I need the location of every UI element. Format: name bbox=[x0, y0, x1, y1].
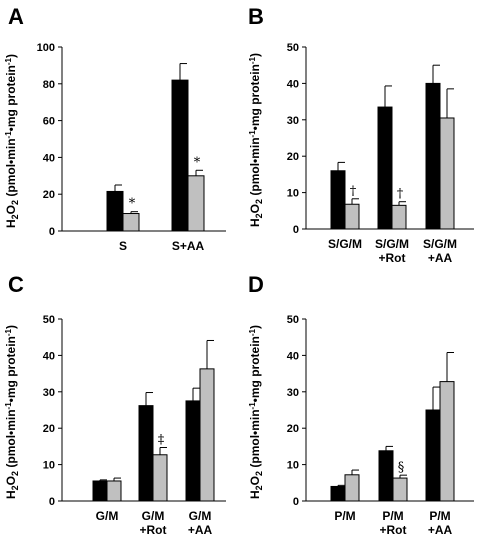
y-tick-label: 50 bbox=[43, 314, 55, 326]
y-axis-label: H2O2 (pmol•min-1•mg protein-1) bbox=[248, 53, 264, 227]
x-category-label: S/G/M bbox=[375, 237, 409, 251]
x-category-label: G/M bbox=[96, 509, 119, 523]
bar-d-cat0-series1 bbox=[344, 474, 360, 502]
y-tick-label: 10 bbox=[287, 188, 299, 200]
bar-a-cat1-series0 bbox=[171, 79, 189, 232]
panel-letter: B bbox=[248, 4, 264, 29]
x-category-label: G/M bbox=[189, 509, 212, 523]
y-tick-label: 30 bbox=[287, 387, 299, 399]
y-tick-label: 20 bbox=[43, 423, 55, 435]
y-tick-label: 50 bbox=[287, 42, 299, 54]
x-category-label: +Rot bbox=[140, 523, 167, 536]
x-category-label: G/M bbox=[142, 509, 165, 523]
x-category-label: +Rot bbox=[379, 251, 406, 265]
panel-c: C 0 10 20 30 40 50 H2O2 (pmol•min-1•mg protein-… bbox=[4, 272, 226, 536]
x-category-label: +Rot bbox=[380, 523, 407, 536]
bar-b-cat1-series1 bbox=[391, 204, 407, 230]
x-category-label: S/G/M bbox=[328, 237, 362, 251]
significance-marker: * bbox=[194, 155, 201, 170]
significance-marker: † bbox=[397, 187, 404, 202]
significance-marker: § bbox=[398, 460, 405, 475]
bar-c-cat1-series0 bbox=[138, 405, 154, 502]
y-tick-label: 0 bbox=[293, 224, 299, 236]
bar-b-cat2-series1 bbox=[439, 117, 455, 230]
y-tick-label: 100 bbox=[37, 42, 55, 54]
y-tick-label: 10 bbox=[43, 460, 55, 472]
x-category-label: P/M bbox=[334, 509, 355, 523]
y-tick-label: 40 bbox=[287, 350, 299, 362]
x-category-label: +AA bbox=[428, 251, 453, 265]
significance-marker: † bbox=[350, 184, 357, 199]
bar-c-cat2-series0 bbox=[185, 400, 201, 502]
panel-letter: C bbox=[8, 272, 24, 297]
y-tick-label: 20 bbox=[287, 151, 299, 163]
x-category-label: S bbox=[119, 239, 127, 253]
x-category-label: +AA bbox=[188, 523, 213, 536]
x-category-label: P/M bbox=[382, 509, 403, 523]
x-category-label: S/G/M bbox=[423, 237, 457, 251]
y-tick-label: 40 bbox=[287, 78, 299, 90]
bar-c-cat0-series0 bbox=[92, 480, 108, 502]
y-tick-label: 10 bbox=[287, 460, 299, 472]
bar-a-cat1-series1 bbox=[187, 175, 205, 232]
panel-d: D 0 10 20 30 40 50 H2O2 (pmol•min-1•mg protein-… bbox=[248, 272, 474, 536]
bar-c-cat2-series1 bbox=[199, 368, 215, 502]
x-category-label: +AA bbox=[428, 523, 453, 536]
y-tick-label: 30 bbox=[43, 387, 55, 399]
panel-b: B 0 10 20 30 40 50 H2O2 (pmol•min-1•mg protein-… bbox=[248, 4, 474, 265]
y-axis-label: H2O2 (pmol•min-1•mg protein-1) bbox=[4, 54, 20, 228]
bar-a-cat0-series0 bbox=[106, 190, 124, 232]
y-axis-label: H2O2 (pmol•min-1•mg protein-1) bbox=[248, 325, 264, 499]
bar-d-cat1-series1 bbox=[392, 477, 408, 502]
y-tick-label: 40 bbox=[43, 350, 55, 362]
x-category-label: S+AA bbox=[172, 239, 205, 253]
panel-a: A 0 20 40 60 80 100 H2O2 (pmol•min-1•mg protein… bbox=[4, 4, 226, 253]
bar-b-cat0-series1 bbox=[344, 203, 360, 230]
significance-marker: ‡ bbox=[158, 432, 165, 447]
panel-letter: D bbox=[248, 272, 264, 297]
y-tick-label: 0 bbox=[49, 226, 55, 238]
bar-d-cat2-series1 bbox=[439, 381, 455, 502]
y-axis-label: H2O2 (pmol•min-1•mg protein-1) bbox=[4, 325, 20, 499]
significance-marker: * bbox=[129, 197, 136, 212]
bar-b-cat2-series0 bbox=[425, 82, 441, 230]
x-category-label: P/M bbox=[429, 509, 450, 523]
y-tick-label: 0 bbox=[49, 496, 55, 508]
bar-c-cat0-series1 bbox=[106, 480, 122, 502]
y-tick-label: 0 bbox=[293, 496, 299, 508]
y-tick-label: 20 bbox=[287, 423, 299, 435]
y-tick-label: 30 bbox=[287, 115, 299, 127]
y-tick-label: 60 bbox=[43, 116, 55, 128]
bar-b-cat0-series0 bbox=[330, 170, 346, 230]
bar-b-cat1-series0 bbox=[377, 106, 393, 230]
bar-a-cat0-series1 bbox=[122, 213, 140, 232]
panel-letter: A bbox=[8, 4, 24, 29]
y-tick-label: 80 bbox=[43, 79, 55, 91]
y-tick-label: 50 bbox=[287, 314, 299, 326]
bar-d-cat2-series0 bbox=[425, 409, 441, 502]
bar-d-cat1-series0 bbox=[378, 450, 394, 502]
y-tick-label: 40 bbox=[43, 152, 55, 164]
bar-c-cat1-series1 bbox=[152, 454, 168, 502]
bar-d-cat0-series0 bbox=[330, 485, 346, 502]
y-tick-label: 20 bbox=[43, 189, 55, 201]
